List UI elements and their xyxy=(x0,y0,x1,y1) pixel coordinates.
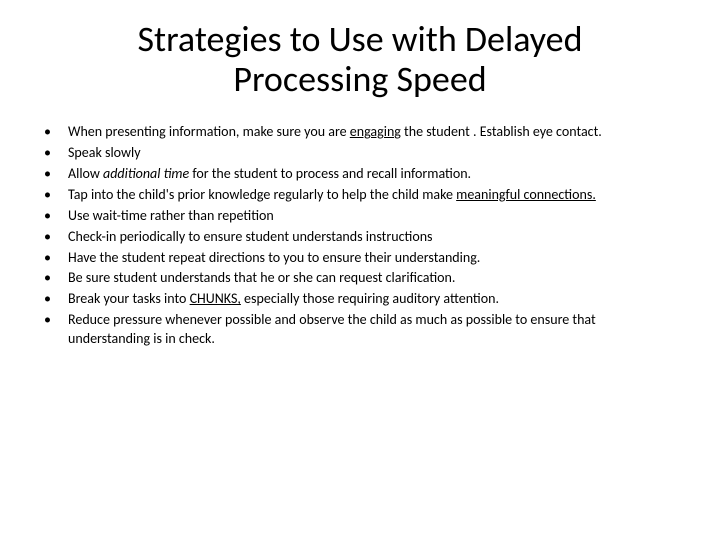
text-segment: especially those requiring auditory atte… xyxy=(241,290,499,307)
bullet-marker: • xyxy=(40,249,68,268)
text-segment: Use wait-time rather than repetition xyxy=(68,207,274,224)
bullet-item: •Tap into the child's prior knowledge re… xyxy=(40,186,680,205)
text-segment: Allow xyxy=(68,165,103,182)
bullet-list: •When presenting information, make sure … xyxy=(40,123,680,349)
text-segment: meaningful connections. xyxy=(456,186,596,203)
bullet-text: Check-in periodically to ensure student … xyxy=(68,228,680,247)
text-segment: the student . Establish eye contact. xyxy=(401,123,602,140)
text-segment: Be sure student understands that he or s… xyxy=(68,269,455,286)
bullet-item: •Be sure student understands that he or … xyxy=(40,269,680,288)
text-segment: Break your tasks into xyxy=(68,290,190,307)
bullet-marker: • xyxy=(40,123,68,142)
text-segment: When presenting information, make sure y… xyxy=(68,123,350,140)
text-segment: Have the student repeat directions to yo… xyxy=(68,249,480,266)
bullet-text: Use wait-time rather than repetition xyxy=(68,207,680,226)
bullet-marker: • xyxy=(40,165,68,184)
text-segment: Speak slowly xyxy=(68,144,141,161)
bullet-text: Be sure student understands that he or s… xyxy=(68,269,680,288)
bullet-item: •Reduce pressure whenever possible and o… xyxy=(40,311,680,349)
bullet-item: •Have the student repeat directions to y… xyxy=(40,249,680,268)
bullet-item: •Use wait-time rather than repetition xyxy=(40,207,680,226)
bullet-text: Allow additional time for the student to… xyxy=(68,165,680,184)
bullet-marker: • xyxy=(40,207,68,226)
bullet-marker: • xyxy=(40,290,68,309)
text-segment: engaging xyxy=(350,123,401,140)
bullet-text: Tap into the child's prior knowledge reg… xyxy=(68,186,680,205)
bullet-marker: • xyxy=(40,186,68,205)
bullet-text: Have the student repeat directions to yo… xyxy=(68,249,680,268)
text-segment: Reduce pressure whenever possible and ob… xyxy=(68,311,596,347)
bullet-item: •Speak slowly xyxy=(40,144,680,163)
text-segment: CHUNKS, xyxy=(190,290,241,307)
bullet-text: When presenting information, make sure y… xyxy=(68,123,680,142)
bullet-text: Break your tasks into CHUNKS, especially… xyxy=(68,290,680,309)
bullet-text: Speak slowly xyxy=(68,144,680,163)
bullet-marker: • xyxy=(40,144,68,163)
text-segment: additional time xyxy=(103,165,189,182)
bullet-marker: • xyxy=(40,269,68,288)
text-segment: Check-in periodically to ensure student … xyxy=(68,228,433,245)
text-segment: for the student to process and recall in… xyxy=(189,165,471,182)
bullet-item: •Break your tasks into CHUNKS, especiall… xyxy=(40,290,680,309)
bullet-item: •Allow additional time for the student t… xyxy=(40,165,680,184)
text-segment: Tap into the child's prior knowledge reg… xyxy=(68,186,456,203)
bullet-item: •When presenting information, make sure … xyxy=(40,123,680,142)
bullet-marker: • xyxy=(40,311,68,330)
slide-title: Strategies to Use with Delayed Processin… xyxy=(40,20,680,99)
bullet-marker: • xyxy=(40,228,68,247)
bullet-text: Reduce pressure whenever possible and ob… xyxy=(68,311,680,349)
bullet-item: •Check-in periodically to ensure student… xyxy=(40,228,680,247)
